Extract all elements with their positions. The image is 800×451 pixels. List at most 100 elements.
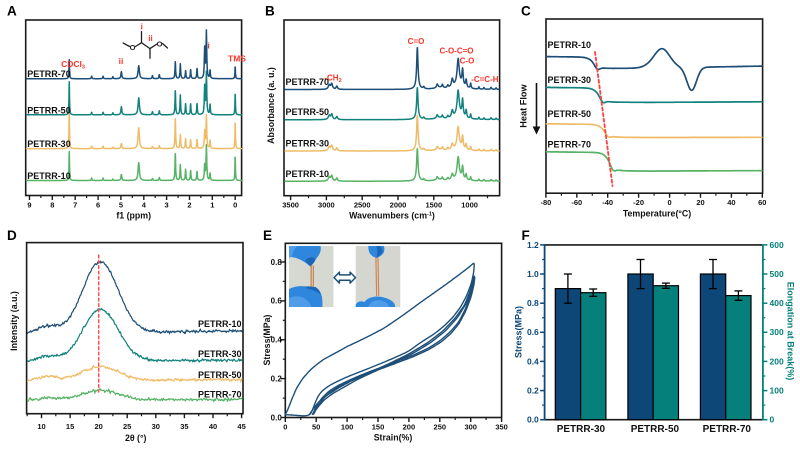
svg-text:PETRR-10: PETRR-10 bbox=[198, 319, 242, 329]
svg-text:500: 500 bbox=[770, 269, 784, 279]
svg-text:C-O: C-O bbox=[460, 57, 475, 66]
svg-text:0: 0 bbox=[283, 423, 287, 432]
svg-text:45: 45 bbox=[237, 422, 245, 431]
svg-text:60: 60 bbox=[758, 198, 766, 207]
svg-text:1000: 1000 bbox=[461, 201, 478, 210]
svg-text:100: 100 bbox=[341, 423, 354, 432]
svg-text:i: i bbox=[141, 23, 143, 32]
svg-text:0.8: 0.8 bbox=[271, 258, 283, 267]
svg-text:-C=C-H: -C=C-H bbox=[471, 75, 499, 84]
svg-text:O: O bbox=[157, 40, 163, 49]
svg-text:ii: ii bbox=[148, 34, 152, 43]
svg-text:PETRR-30: PETRR-30 bbox=[27, 139, 71, 149]
svg-text:Intensity (a.u.): Intensity (a.u.) bbox=[9, 291, 19, 351]
svg-text:E: E bbox=[263, 228, 272, 243]
svg-text:1: 1 bbox=[210, 201, 214, 210]
svg-text:Stress(MPa): Stress(MPa) bbox=[514, 306, 524, 358]
svg-text:f1 (ppm): f1 (ppm) bbox=[116, 211, 151, 221]
svg-text:C-O-C=O: C-O-C=O bbox=[440, 47, 474, 56]
svg-text:PETRR-30: PETRR-30 bbox=[548, 75, 592, 85]
svg-text:3000: 3000 bbox=[318, 201, 335, 210]
svg-text:40: 40 bbox=[727, 198, 735, 207]
svg-text:-CH2: -CH2 bbox=[324, 74, 341, 85]
svg-text:PETRR-50: PETRR-50 bbox=[198, 370, 242, 380]
svg-text:PETRR-70: PETRR-70 bbox=[286, 77, 330, 87]
svg-text:1500: 1500 bbox=[425, 201, 442, 210]
svg-text:7: 7 bbox=[73, 201, 77, 210]
svg-text:250: 250 bbox=[434, 423, 447, 432]
svg-text:PETRR-10: PETRR-10 bbox=[548, 40, 592, 50]
svg-text:200: 200 bbox=[770, 356, 784, 366]
svg-text:600: 600 bbox=[770, 240, 784, 250]
svg-text:2500: 2500 bbox=[354, 201, 371, 210]
svg-text:0: 0 bbox=[668, 198, 672, 207]
svg-text:0.6: 0.6 bbox=[527, 327, 539, 337]
svg-text:400: 400 bbox=[770, 298, 784, 308]
svg-text:4: 4 bbox=[142, 201, 147, 210]
svg-text:1.0: 1.0 bbox=[527, 269, 539, 279]
svg-text:A: A bbox=[7, 4, 17, 19]
svg-text:Wavenumbers (cm-1): Wavenumbers (cm-1) bbox=[349, 211, 435, 221]
svg-text:2θ (°): 2θ (°) bbox=[125, 433, 147, 443]
svg-text:150: 150 bbox=[372, 423, 385, 432]
svg-text:0.0: 0.0 bbox=[271, 413, 283, 422]
svg-text:F: F bbox=[522, 228, 530, 243]
svg-text:Temperature(°C): Temperature(°C) bbox=[623, 209, 691, 219]
svg-text:40: 40 bbox=[209, 422, 217, 431]
svg-text:C: C bbox=[521, 4, 531, 19]
svg-text:300: 300 bbox=[770, 327, 784, 337]
svg-text:2000: 2000 bbox=[390, 201, 407, 210]
svg-text:PETRR-30: PETRR-30 bbox=[557, 424, 606, 435]
svg-text:0.2: 0.2 bbox=[527, 386, 539, 396]
svg-text:0.6: 0.6 bbox=[271, 297, 283, 306]
svg-text:0.0: 0.0 bbox=[527, 415, 539, 425]
svg-text:8: 8 bbox=[50, 201, 54, 210]
svg-text:TMS: TMS bbox=[228, 54, 246, 64]
svg-text:PETRR-50: PETRR-50 bbox=[548, 109, 592, 119]
svg-text:PETRR-70: PETRR-70 bbox=[548, 140, 592, 150]
svg-text:PETRR-50: PETRR-50 bbox=[27, 105, 71, 115]
svg-text:35: 35 bbox=[180, 422, 188, 431]
svg-text:0.4: 0.4 bbox=[271, 336, 283, 345]
svg-text:3500: 3500 bbox=[282, 201, 299, 210]
svg-text:15: 15 bbox=[66, 422, 74, 431]
svg-text:1.2: 1.2 bbox=[527, 240, 539, 250]
svg-text:5: 5 bbox=[119, 201, 123, 210]
svg-text:-20: -20 bbox=[633, 198, 644, 207]
svg-text:PETRR-70: PETRR-70 bbox=[703, 424, 752, 435]
svg-text:10: 10 bbox=[37, 422, 45, 431]
svg-text:3: 3 bbox=[165, 201, 169, 210]
svg-text:PETRR-30: PETRR-30 bbox=[198, 349, 242, 359]
svg-text:B: B bbox=[265, 4, 275, 19]
svg-text:PETRR-10: PETRR-10 bbox=[27, 171, 71, 181]
svg-text:30: 30 bbox=[152, 422, 160, 431]
svg-text:0: 0 bbox=[770, 415, 775, 425]
svg-text:350: 350 bbox=[495, 423, 508, 432]
svg-text:PETRR-70: PETRR-70 bbox=[198, 390, 242, 400]
svg-text:50: 50 bbox=[312, 423, 320, 432]
svg-text:O: O bbox=[130, 43, 136, 52]
svg-text:25: 25 bbox=[123, 422, 131, 431]
svg-text:9: 9 bbox=[27, 201, 31, 210]
svg-text:0.2: 0.2 bbox=[271, 374, 283, 383]
svg-text:6: 6 bbox=[96, 201, 100, 210]
svg-text:PETRR-50: PETRR-50 bbox=[286, 107, 330, 117]
svg-text:0.4: 0.4 bbox=[527, 356, 539, 366]
svg-text:20: 20 bbox=[696, 198, 704, 207]
svg-text:Elongation at Break(%): Elongation at Break(%) bbox=[786, 282, 796, 381]
svg-text:-40: -40 bbox=[602, 198, 613, 207]
svg-text:D: D bbox=[7, 228, 17, 243]
svg-text:0.8: 0.8 bbox=[527, 298, 539, 308]
svg-text:PETRR-70: PETRR-70 bbox=[27, 69, 71, 79]
svg-text:-60: -60 bbox=[571, 198, 582, 207]
svg-text:PETRR-30: PETRR-30 bbox=[286, 139, 330, 149]
svg-text:0: 0 bbox=[233, 201, 237, 210]
svg-text:PETRR-10: PETRR-10 bbox=[286, 169, 330, 179]
svg-text:Heat Flow: Heat Flow bbox=[519, 83, 529, 127]
svg-text:CDCl3: CDCl3 bbox=[61, 59, 85, 71]
svg-text:100: 100 bbox=[770, 386, 784, 396]
svg-text:Stress(MPa): Stress(MPa) bbox=[262, 315, 272, 366]
svg-text:i: i bbox=[207, 41, 209, 51]
svg-text:200: 200 bbox=[403, 423, 416, 432]
svg-text:C=O: C=O bbox=[408, 37, 425, 46]
